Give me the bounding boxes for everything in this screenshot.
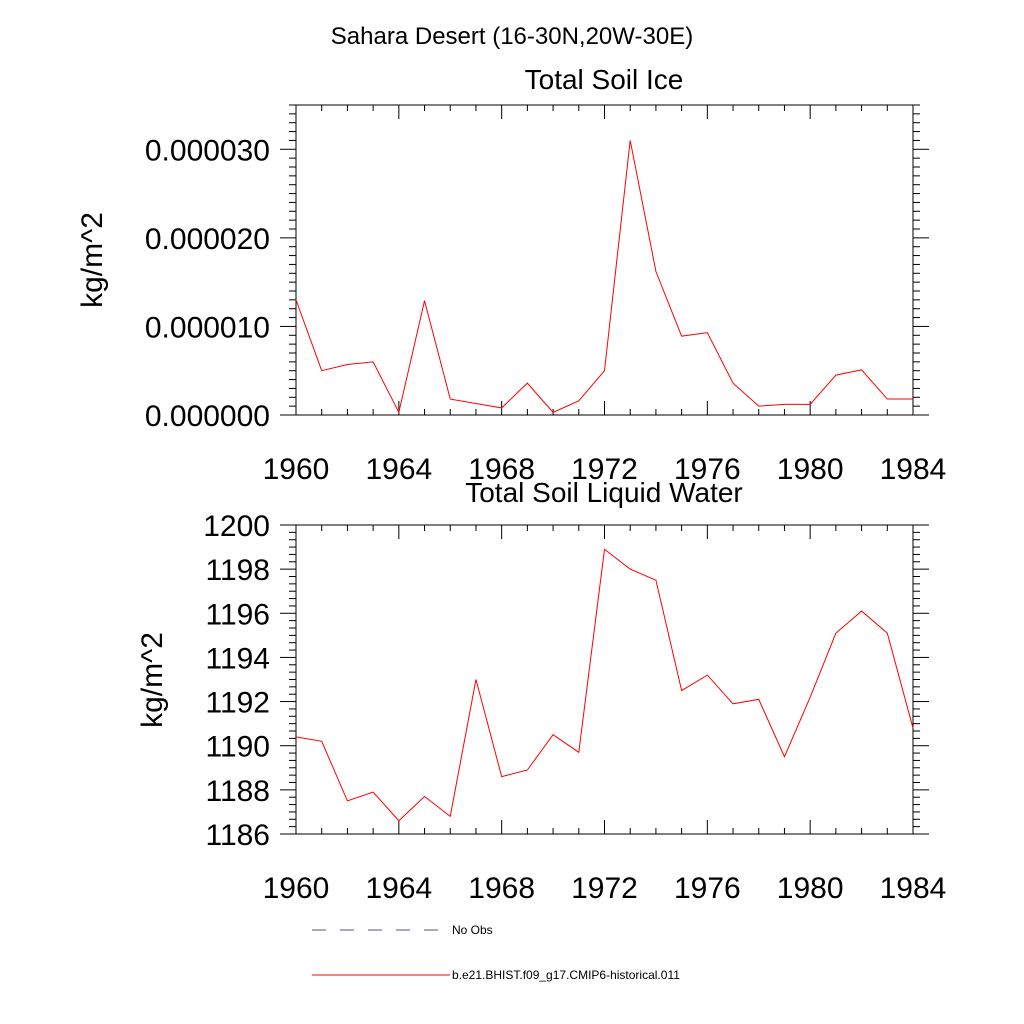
x-tick-label: 1984 (880, 872, 947, 905)
legend-label-no-obs: No Obs (452, 923, 493, 937)
y-tick-label: 0.000020 (145, 223, 270, 256)
y-tick-label: 1186 (205, 819, 270, 852)
y-tick-label: 1198 (205, 554, 270, 587)
panel-title: Total Soil Ice (525, 64, 684, 95)
x-tick-label: 1960 (263, 453, 330, 486)
plot-area: 1960 1964 1968 1972 1976 1980 1984 0.000000 0.00… (145, 104, 947, 486)
y-axis-label: kg/m^2 (76, 212, 109, 308)
y-axis-label: kg/m^2 (136, 632, 169, 728)
plot-frame (295, 524, 914, 835)
x-tick-label: 1968 (468, 872, 535, 905)
x-tick-label: 1980 (777, 453, 844, 486)
y-tick-label: 1188 (205, 775, 270, 808)
y-tick-label: 1192 (205, 687, 270, 720)
x-tick-label: 1960 (263, 872, 330, 905)
x-tick-label: 1976 (674, 872, 741, 905)
x-tick-label: 1972 (571, 453, 638, 486)
y-tick-label: 0.000030 (145, 134, 270, 167)
x-tick-label: 1972 (571, 872, 638, 905)
x-tick-label: 1976 (674, 453, 741, 486)
y-tick-label: 1196 (205, 598, 270, 631)
x-tick-label: 1964 (365, 872, 432, 905)
y-tick-label: 1194 (205, 642, 270, 675)
y-tick-label: 0.000010 (145, 311, 270, 344)
legend-label-model: b.e21.BHIST.f09_g17.CMIP6-historical.011 (452, 968, 680, 982)
x-tick-label: 1984 (880, 453, 947, 486)
y-tick-label: 1200 (203, 510, 270, 543)
panel-total-soil-ice: Total Soil Ice kg/m^2 1960 1964 1968 1972 19… (76, 64, 946, 486)
panel-title: Total Soil Liquid Water (465, 477, 743, 508)
x-tick-label: 1968 (468, 453, 535, 486)
x-tick-label: 1980 (777, 872, 844, 905)
series-line (295, 140, 913, 414)
series-line (295, 548, 914, 822)
legend: No Obs b.e21.BHIST.f09_g17.CMIP6-histori… (312, 923, 680, 982)
y-tick-label: 1190 (205, 731, 270, 764)
plot-area: 1960 1964 1968 1972 1976 1980 1984 1186 1188 1190… (203, 510, 946, 905)
page-title: Sahara Desert (16-30N,20W-30E) (331, 23, 693, 50)
panel-total-soil-liquid-water: Total Soil Liquid Water kg/m^2 1960 1964 1… (136, 477, 946, 905)
x-tick-label: 1964 (365, 453, 432, 486)
y-tick-label: 0.000000 (145, 400, 270, 433)
